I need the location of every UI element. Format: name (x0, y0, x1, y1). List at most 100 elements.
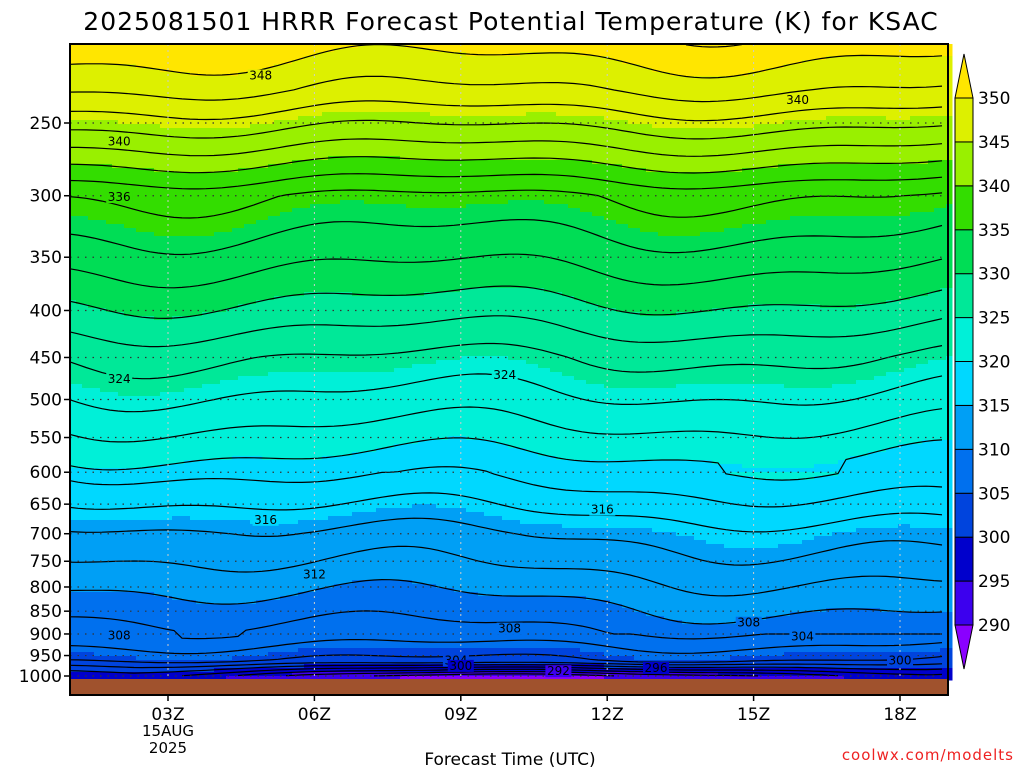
field-cell (382, 164, 389, 169)
field-cell (100, 168, 107, 173)
field-cell (262, 56, 269, 61)
field-cell (700, 96, 707, 101)
field-cell (592, 164, 599, 169)
field-cell (814, 140, 821, 145)
field-cell (214, 140, 221, 145)
field-cell (172, 132, 179, 137)
field-cell (880, 128, 887, 133)
field-cell (688, 164, 695, 169)
field-cell (400, 108, 407, 113)
field-cell (796, 168, 803, 173)
field-cell (274, 100, 281, 105)
field-cell (574, 100, 581, 105)
field-cell (352, 152, 359, 157)
field-cell (862, 76, 869, 81)
field-cell (142, 156, 149, 161)
field-cell (892, 120, 899, 125)
field-cell (904, 152, 911, 157)
field-cell (760, 88, 767, 93)
field-cell (574, 96, 581, 101)
field-cell (592, 92, 599, 97)
field-cell (298, 100, 305, 105)
field-cell (814, 96, 821, 101)
field-cell (106, 152, 113, 157)
field-cell (580, 100, 587, 105)
field-cell (712, 160, 719, 165)
field-cell (532, 92, 539, 97)
field-cell (100, 80, 107, 85)
field-cell (622, 120, 629, 125)
field-cell (268, 144, 275, 149)
field-cell (238, 128, 245, 133)
field-cell (166, 128, 173, 133)
field-cell (376, 132, 383, 137)
field-cell (550, 84, 557, 89)
field-cell (700, 140, 707, 145)
field-cell (232, 120, 239, 125)
field-cell (196, 80, 203, 85)
field-cell (826, 96, 833, 101)
field-cell (610, 92, 617, 97)
field-cell (226, 92, 233, 97)
field-cell (700, 84, 707, 89)
field-cell (622, 144, 629, 149)
field-cell (190, 156, 197, 161)
field-cell (580, 60, 587, 65)
field-cell (364, 60, 371, 65)
field-cell (424, 84, 431, 89)
field-cell (826, 72, 833, 77)
field-cell (580, 92, 587, 97)
field-cell (304, 132, 311, 137)
field-cell (688, 80, 695, 85)
field-cell (304, 136, 311, 141)
field-cell (586, 48, 593, 53)
field-cell (130, 160, 137, 165)
field-cell (934, 48, 941, 53)
field-cell (646, 160, 653, 165)
field-cell (778, 60, 785, 65)
field-cell (124, 48, 131, 53)
field-cell (868, 148, 875, 153)
field-cell (628, 172, 635, 177)
field-cell (868, 116, 875, 121)
field-cell (412, 124, 419, 129)
field-cell (946, 164, 953, 169)
field-cell (928, 64, 935, 69)
field-cell (754, 48, 761, 53)
field-cell (832, 132, 839, 137)
field-cell (364, 160, 371, 165)
field-cell (886, 168, 893, 173)
field-cell (880, 136, 887, 141)
field-cell (76, 120, 83, 125)
field-cell (82, 152, 89, 157)
field-cell (112, 88, 119, 93)
field-cell (814, 60, 821, 65)
field-cell (286, 92, 293, 97)
field-cell (220, 64, 227, 69)
field-cell (208, 68, 215, 73)
field-cell (928, 80, 935, 85)
field-cell (430, 128, 437, 133)
field-cell (280, 168, 287, 173)
field-cell (820, 140, 827, 145)
field-cell (886, 64, 893, 69)
field-cell (502, 112, 509, 117)
field-cell (652, 108, 659, 113)
field-cell (526, 128, 533, 133)
field-cell (484, 112, 491, 117)
field-cell (346, 88, 353, 93)
field-cell (406, 124, 413, 129)
field-cell (406, 168, 413, 173)
field-cell (358, 140, 365, 145)
field-cell (466, 168, 473, 173)
field-cell (832, 72, 839, 77)
field-cell (772, 60, 779, 65)
field-cell (190, 64, 197, 69)
field-cell (790, 172, 797, 177)
field-cell (874, 56, 881, 61)
field-cell (946, 100, 953, 105)
field-cell (832, 168, 839, 173)
field-cell (106, 156, 113, 161)
field-cell (820, 52, 827, 57)
field-cell (634, 156, 641, 161)
